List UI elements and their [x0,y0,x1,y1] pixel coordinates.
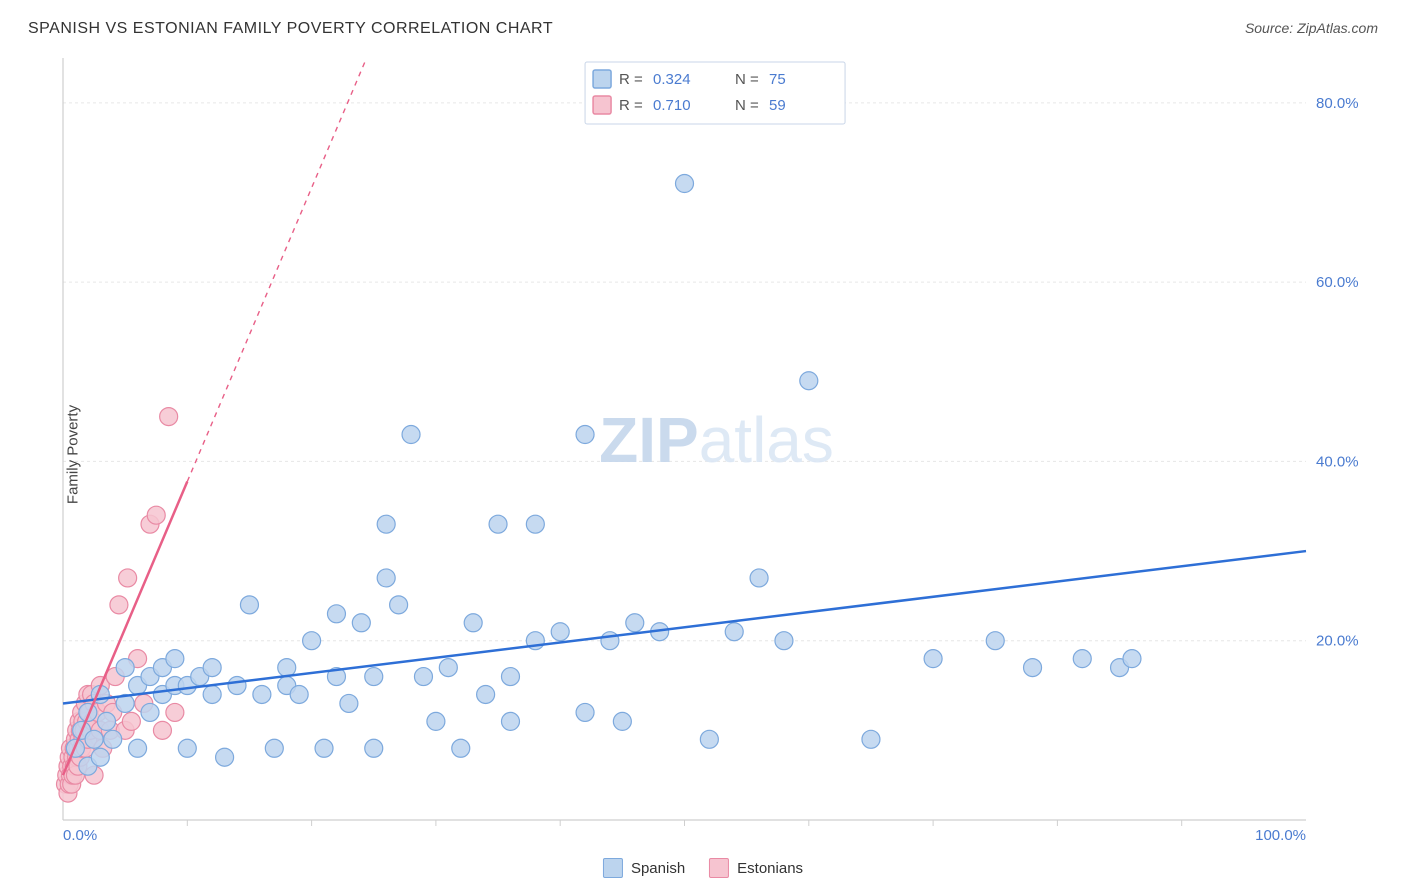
source-name: ZipAtlas.com [1297,20,1378,36]
legend-label-estonians: Estonians [737,860,803,877]
chart-title: SPANISH VS ESTONIAN FAMILY POVERTY CORRE… [28,20,553,38]
legend-item-spanish: Spanish [603,858,685,878]
y-axis-label: Family Poverty [65,405,82,504]
svg-text:0.0%: 0.0% [63,827,97,842]
svg-text:20.0%: 20.0% [1316,633,1359,650]
chart-area: Family Poverty 20.0% 40.0% 60.0% 80.0% ZIPat… [55,50,1378,842]
legend-swatch-estonians [709,858,729,878]
source-attribution: Source: ZipAtlas.com [1245,20,1378,36]
svg-text:N =: N = [735,71,759,88]
svg-text:40.0%: 40.0% [1316,453,1359,470]
svg-text:59: 59 [769,97,786,114]
svg-text:0.710: 0.710 [653,97,691,114]
source-label: Source: [1245,20,1297,36]
svg-text:0.324: 0.324 [653,71,691,88]
legend-swatch-spanish [603,858,623,878]
legend-bottom: Spanish Estonians [603,858,803,878]
svg-text:75: 75 [769,71,786,88]
svg-text:R =: R = [619,71,643,88]
svg-text:R =: R = [619,97,643,114]
svg-text:N =: N = [735,97,759,114]
legend-item-estonians: Estonians [709,858,803,878]
svg-text:80.0%: 80.0% [1316,95,1359,112]
scatter-chart: 20.0% 40.0% 60.0% 80.0% ZIPatlas 0.0% 100.0% R … [55,50,1378,842]
svg-text:60.0%: 60.0% [1316,274,1359,291]
svg-text:100.0%: 100.0% [1255,827,1306,842]
legend-label-spanish: Spanish [631,860,685,877]
svg-text:ZIPatlas: ZIPatlas [599,404,834,476]
